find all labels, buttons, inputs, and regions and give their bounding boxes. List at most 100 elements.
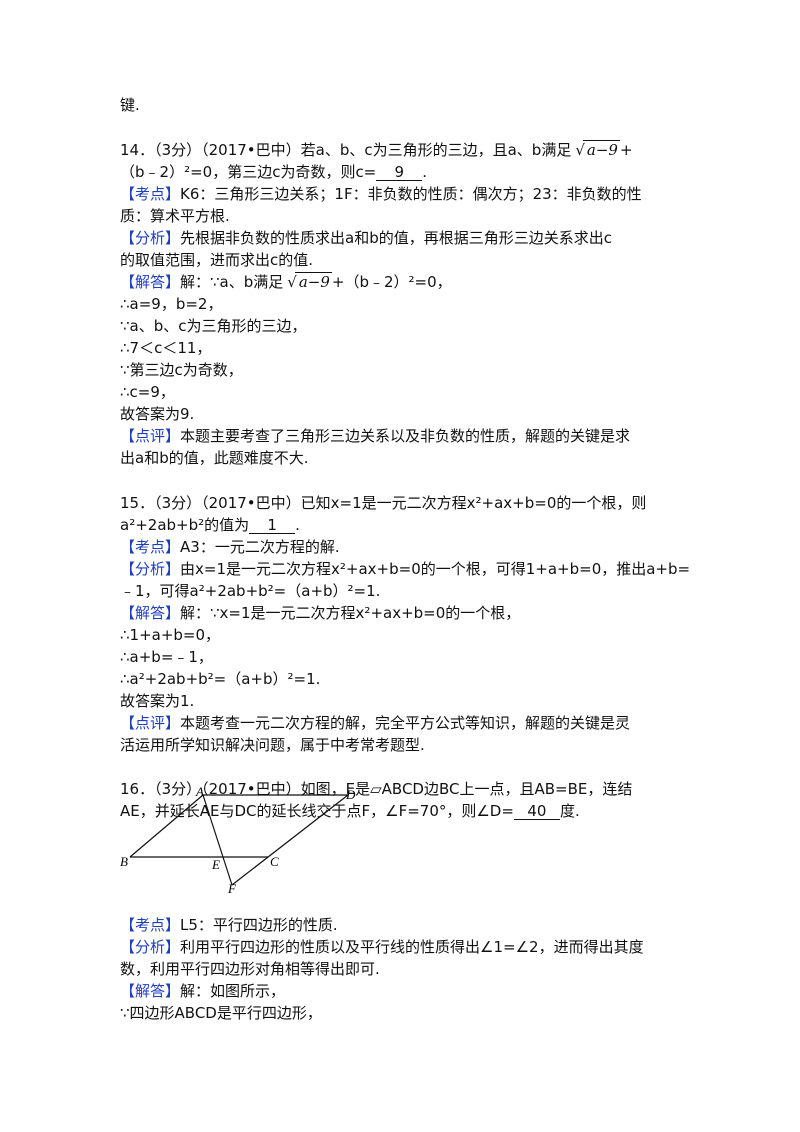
text: 质：算术平方根. (120, 207, 230, 225)
text-line: 【点评】本题考查一元二次方程的解，完全平方公式等知识，解题的关键是灵 (120, 713, 630, 733)
edge-df (231, 794, 349, 886)
text: +（b﹣2）²=0， (331, 273, 452, 291)
text-line: ∴7＜c＜11， (120, 338, 211, 358)
text: L5：平行四边形的性质. (180, 916, 338, 934)
text-line: 故答案为1. (120, 691, 194, 711)
text-line: 【分析】由x=1是一元二次方程x²+ax+b=0的一个根，可得1+a+b=0，推… (120, 559, 690, 579)
text-line: ∴a+b=﹣1， (120, 647, 213, 667)
text: 的取值范围，进而求出c的值. (120, 251, 314, 269)
text-line: ∵a、b、c为三角形的三边， (120, 316, 307, 336)
text-line: 键. (120, 95, 140, 115)
text: ∵四边形ABCD是平行四边形， (120, 1004, 322, 1022)
tag: 【点评】 (120, 427, 181, 445)
tag: 【分析】 (120, 560, 181, 578)
text: （b﹣2）²=0，第三边c为奇数，则c= (120, 163, 377, 181)
point-label: F (227, 881, 237, 896)
text-line: 15．（3分）（2017•巴中）已知x=1是一元二次方程x²+ax+b=0的一个… (120, 493, 646, 513)
text: 由x=1是一元二次方程x²+ax+b=0的一个根，可得1+a+b=0，推出a+b… (180, 560, 691, 578)
sqrt: a−9 (583, 140, 620, 159)
text-line: 活运用所学知识解决问题，属于中考常考题型. (120, 735, 425, 755)
text: . (422, 163, 428, 181)
tag: 【分析】 (120, 938, 181, 956)
text-line: 【考点】L5：平行四边形的性质. (120, 915, 338, 935)
text: 16．（3分）（2017•巴中）如图，E是▱ABCD边BC上一点，且AB=BE，… (120, 780, 633, 798)
edge-ab (129, 794, 204, 858)
text: + (619, 141, 633, 159)
text: 故答案为1. (120, 692, 195, 710)
tag: 【解答】 (120, 273, 181, 291)
text-line: 故答案为9. (120, 404, 194, 424)
text: 解：如图所示， (180, 982, 286, 1000)
text-line: 【分析】利用平行四边形的性质以及平行线的性质得出∠1=∠2，进而得出其度 (120, 937, 644, 957)
answer: 1 (249, 517, 296, 534)
text-line: 14．（3分）（2017•巴中）若a、b、c为三角形的三边，且a、b满足 a−9+ (120, 140, 633, 160)
text: A3：一元二次方程的解. (180, 538, 340, 556)
text: 故答案为9. (120, 405, 195, 423)
tag: 【考点】 (120, 916, 181, 934)
tag: 【考点】 (120, 538, 181, 556)
text: 15．（3分）（2017•巴中）已知x=1是一元二次方程x²+ax+b=0的一个… (120, 494, 647, 512)
point-label: A (195, 784, 204, 799)
text-line: 质：算术平方根. (120, 206, 230, 226)
text: ∴a²+2ab+b²=（a+b）²=1. (120, 670, 321, 688)
text-line: AE，并延长AE与DC的延长线交于点F，∠F=70°，则∠D= 40 度. (120, 801, 580, 821)
text-line: （b﹣2）²=0，第三边c为奇数，则c= 9. (120, 162, 427, 182)
text: a²+2ab+b²的值为 (120, 516, 250, 534)
text: 利用平行四边形的性质以及平行线的性质得出∠1=∠2，进而得出其度 (180, 938, 644, 956)
text: 本题考查一元二次方程的解，完全平方公式等知识，解题的关键是灵 (180, 714, 631, 732)
tag: 【解答】 (120, 604, 181, 622)
text-line: ∴1+a+b=0， (120, 625, 220, 645)
text: K6：三角形三边关系；1F：非负数的性质：偶次方；23：非负数的性 (180, 185, 642, 203)
text-line: 【考点】A3：一元二次方程的解. (120, 537, 340, 557)
point-label: B (120, 854, 128, 869)
text: 本题主要考查了三角形三边关系以及非负数的性质，解题的关键是求 (180, 427, 631, 445)
text: ∵第三边c为奇数， (120, 361, 243, 379)
text-line: 【考点】K6：三角形三边关系；1F：非负数的性质：偶次方；23：非负数的性 (120, 184, 642, 204)
text: ∴c=9， (120, 383, 175, 401)
text: 键. (120, 96, 140, 114)
tag: 【分析】 (120, 229, 181, 247)
text-line: ﹣1，可得a²+2ab+b²=（a+b）²=1. (120, 581, 380, 601)
text: 14．（3分）（2017•巴中）若a、b、c为三角形的三边，且a、b满足 (120, 141, 572, 159)
text-line: ∴a=9，b=2， (120, 294, 222, 314)
text: ∴7＜c＜11， (120, 339, 212, 357)
text-line: 【解答】解：∵x=1是一元二次方程x²+ax+b=0的一个根， (120, 603, 520, 623)
text-line: 【解答】解：如图所示， (120, 981, 285, 1001)
point-label: C (270, 854, 279, 869)
text: 出a和b的值，此题难度不大. (120, 449, 309, 467)
text: . (295, 516, 300, 534)
tag: 【解答】 (120, 982, 181, 1000)
text-line: 出a和b的值，此题难度不大. (120, 448, 308, 468)
text: 先根据非负数的性质求出a和b的值，再根据三角形三边关系求出c (180, 229, 612, 247)
text-line: ∵四边形ABCD是平行四边形， (120, 1003, 322, 1023)
text-line: 16．（3分）（2017•巴中）如图，E是▱ABCD边BC上一点，且AB=BE，… (120, 779, 632, 799)
text-line: 【分析】先根据非负数的性质求出a和b的值，再根据三角形三边关系求出c (120, 228, 612, 248)
text: ﹣1，可得a²+2ab+b²=（a+b）²=1. (120, 582, 381, 600)
text: AE，并延长AE与DC的延长线交于点F，∠F=70°，则∠D= (120, 802, 514, 820)
text-line: ∵第三边c为奇数， (120, 360, 243, 380)
text-line: 的取值范围，进而求出c的值. (120, 250, 313, 270)
answer: 40 (513, 803, 560, 820)
text-line: ∴c=9， (120, 382, 175, 402)
text-line: a²+2ab+b²的值为 1. (120, 515, 300, 535)
answer: 9 (376, 164, 423, 181)
text-line: 数，利用平行四边形对角相等得出即可. (120, 959, 380, 979)
edge-af (202, 794, 233, 886)
point-label: E (211, 857, 220, 872)
text: ∵a、b、c为三角形的三边， (120, 317, 307, 335)
text: 活运用所学知识解决问题，属于中考常考题型. (120, 736, 425, 754)
text: ∴a=9，b=2， (120, 295, 223, 313)
text-line: ∴a²+2ab+b²=（a+b）²=1. (120, 669, 320, 689)
text: 解：∵a、b满足 (180, 273, 284, 291)
text-line: 【点评】本题主要考查了三角形三边关系以及非负数的性质，解题的关键是求 (120, 426, 630, 446)
tag: 【点评】 (120, 714, 181, 732)
text: 度. (559, 802, 580, 820)
text-line: 【解答】解：∵a、b满足 a−9+（b﹣2）²=0， (120, 272, 452, 292)
text: 数，利用平行四边形对角相等得出即可. (120, 960, 380, 978)
text: ∴a+b=﹣1， (120, 648, 213, 666)
point-label: D (345, 787, 356, 802)
tag: 【考点】 (120, 185, 181, 203)
sqrt: a−9 (295, 272, 332, 291)
